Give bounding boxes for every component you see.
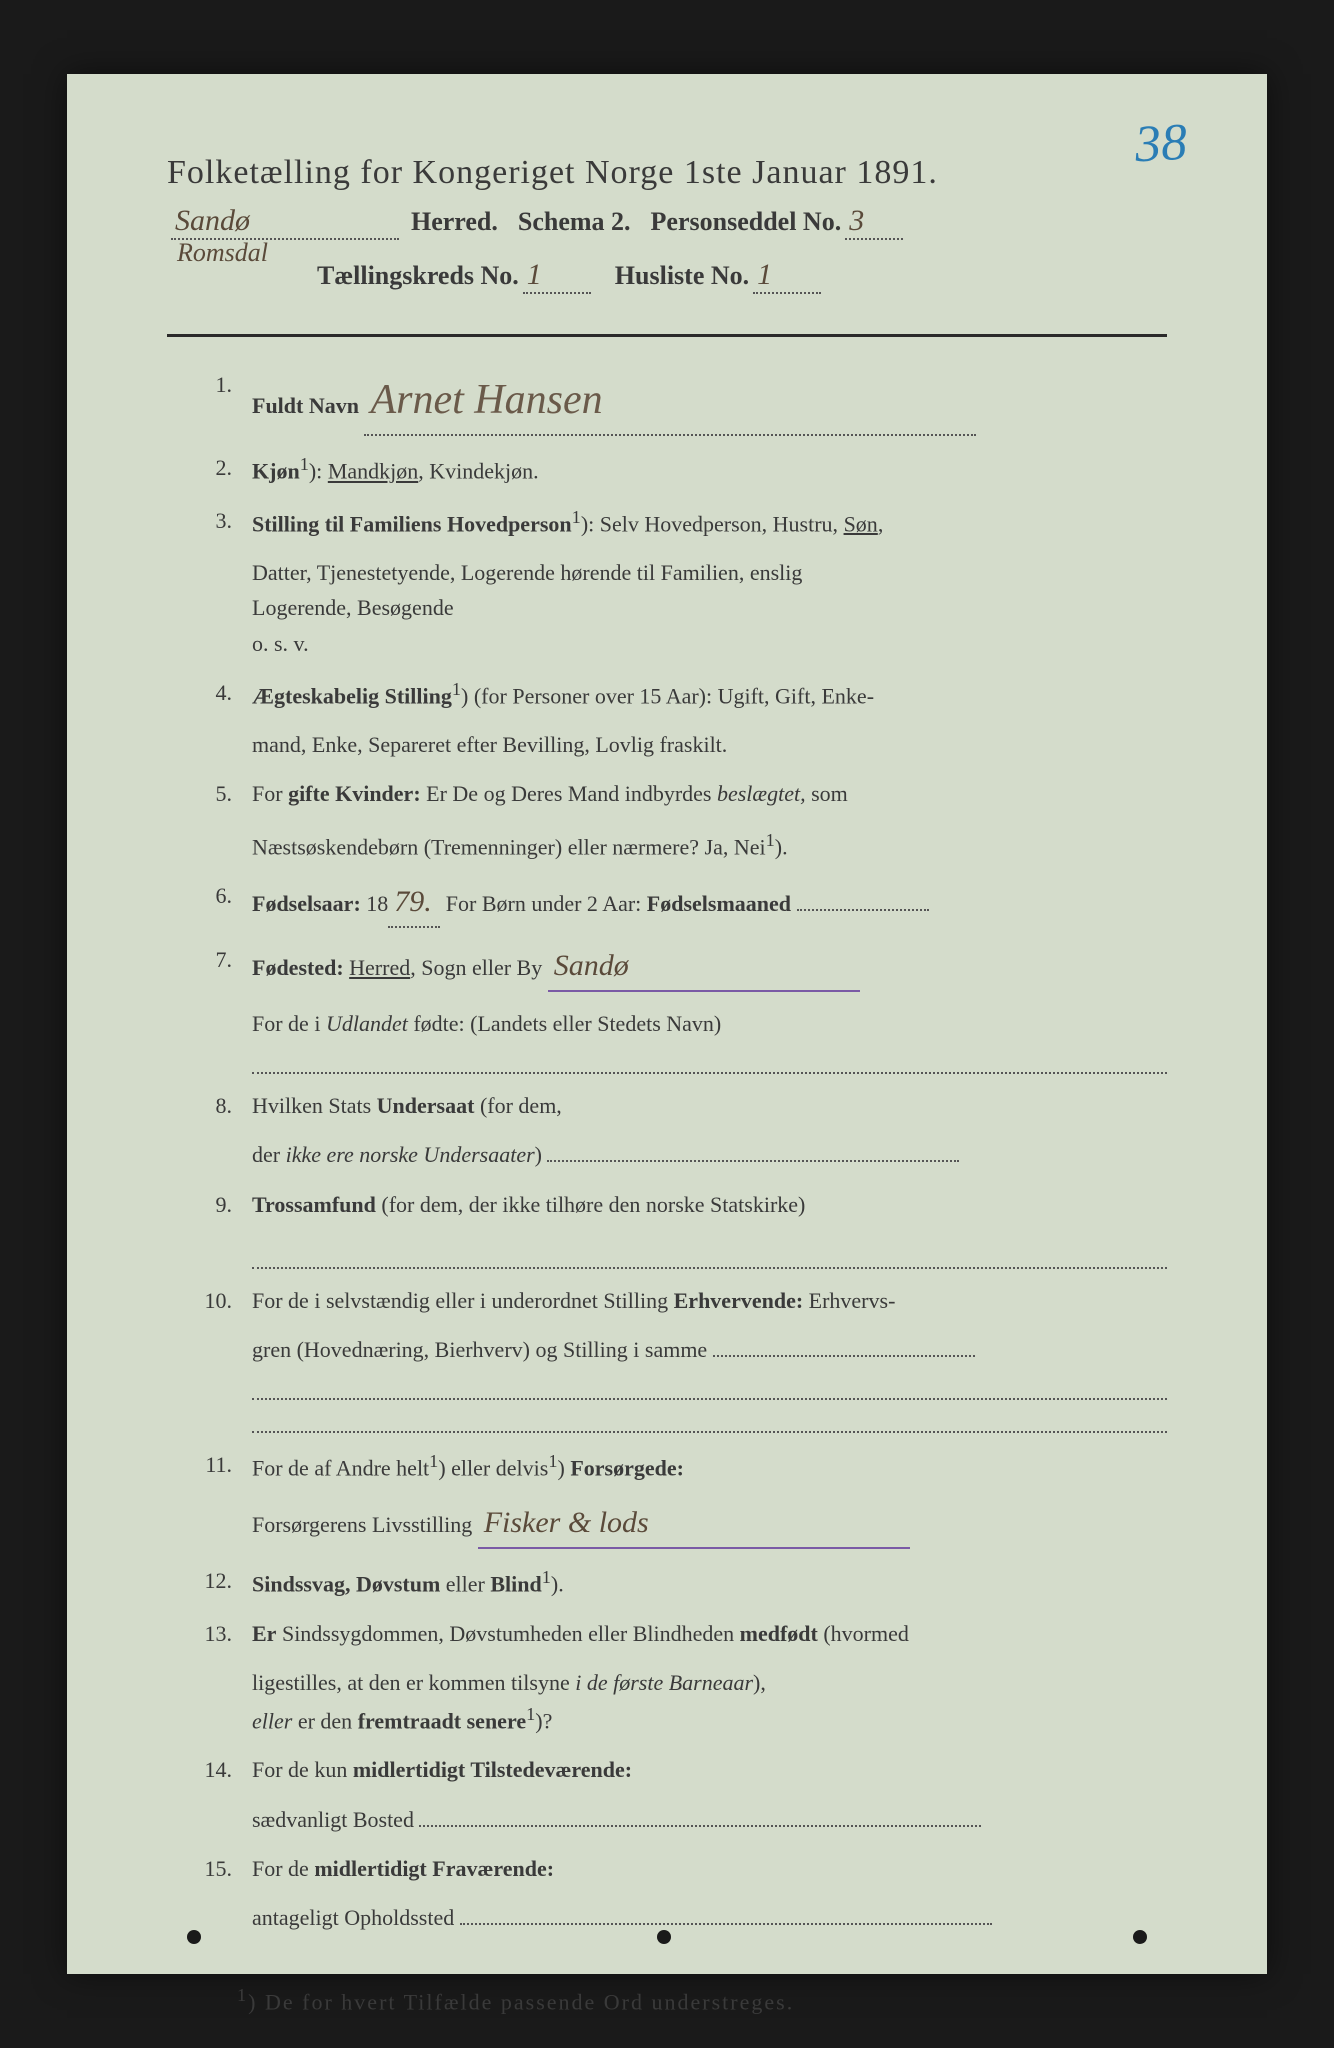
footnote: 1) De for hvert Tilfælde passende Ord un…: [177, 1985, 1167, 2015]
item-13-line2: ligestilles, at den er kommen tilsyne i …: [177, 1665, 1167, 1700]
divider: [167, 334, 1167, 337]
item-3-line2: Datter, Tjenestetyende, Logerende hørend…: [177, 555, 1167, 590]
herred-label: Herred.: [411, 207, 498, 237]
page-number: 38: [1133, 113, 1188, 175]
header-row-1: Sandø Romsdal Herred. Schema 2. Personse…: [167, 204, 1167, 240]
item-8-line2: der ikke ere norske Undersaater): [177, 1137, 1167, 1172]
form-body: 1. Fuldt Navn Arnet Hansen 2. Kjøn1): Ma…: [167, 367, 1167, 2016]
item-6: 6. Fødselsaar: 1879. For Børn under 2 Aa…: [177, 878, 1167, 928]
item-15: 15. For de midlertidigt Fraværende:: [177, 1851, 1167, 1886]
herred-annotation: Romsdal: [177, 238, 268, 268]
census-form-page: 38 Folketælling for Kongeriget Norge 1st…: [67, 74, 1267, 1974]
item-13-line3: eller er den fremtraadt senere1)?: [177, 1700, 1167, 1739]
item-7-label: Fødested:: [252, 955, 344, 980]
item-8: 8. Hvilken Stats Undersaat (for dem,: [177, 1088, 1167, 1123]
title: Folketælling for Kongeriget Norge 1ste J…: [167, 154, 1167, 192]
item-1-value: Arnet Hansen: [370, 377, 602, 423]
item-6-year: 79.: [394, 885, 432, 918]
personseddel-label: Personseddel No.: [651, 207, 842, 237]
item-13: 13. Er Sindssygdommen, Døvstumheden elle…: [177, 1616, 1167, 1651]
item-5-line2: Næstsøskendebørn (Tremenninger) eller næ…: [177, 826, 1167, 865]
schema-label: Schema 2.: [518, 207, 631, 237]
item-2-label: Kjøn: [252, 459, 300, 484]
item-7-value: Sandø: [554, 949, 629, 982]
item-4-label: Ægteskabelig Stilling: [252, 683, 452, 708]
item-10-blank2: [252, 1400, 1167, 1433]
husliste-no: 1: [757, 258, 772, 291]
item-4-line1: ) (for Personer over 15 Aar): Ugift, Gif…: [461, 683, 874, 708]
item-9: 9. Trossamfund (for dem, der ikke tilhør…: [177, 1187, 1167, 1222]
item-2-text: ): Mandkjøn, Kvindekjøn.: [309, 459, 539, 484]
item-7-blank: [252, 1041, 1167, 1074]
hole-left: [187, 1930, 201, 1944]
item-10: 10. For de i selvstændig eller i underor…: [177, 1283, 1167, 1318]
item-9-label: Trossamfund: [252, 1192, 376, 1217]
item-3-line4: o. s. v.: [177, 626, 1167, 661]
item-3-line3: Logerende, Besøgende: [177, 590, 1167, 625]
item-7-line2: For de i Udlandet fødte: (Landets eller …: [177, 1006, 1167, 1041]
item-11-value: Fisker & lods: [484, 1506, 649, 1539]
item-3: 3. Stilling til Familiens Hovedperson1):…: [177, 503, 1167, 542]
item-6-label: Fødselsaar:: [252, 891, 361, 916]
item-11: 11. For de af Andre helt1) eller delvis1…: [177, 1447, 1167, 1486]
item-14: 14. For de kun midlertidigt Tilstedevære…: [177, 1752, 1167, 1787]
hole-center: [657, 1930, 671, 1944]
item-4-line2: mand, Enke, Separeret efter Bevilling, L…: [177, 727, 1167, 762]
item-10-line2: gren (Hovednæring, Bierhverv) og Stillin…: [177, 1332, 1167, 1367]
item-5: 5. For gifte Kvinder: Er De og Deres Man…: [177, 776, 1167, 811]
item-10-blank: [252, 1367, 1167, 1400]
herred-name: Sandø: [175, 204, 250, 237]
item-9-blank: [252, 1236, 1167, 1269]
header-row-2: Tællingskreds No. 1 Husliste No. 1: [167, 258, 1167, 294]
item-14-line2: sædvanligt Bosted: [177, 1802, 1167, 1837]
item-12-label: Sindssvag, Døvstum: [252, 1571, 440, 1596]
item-12: 12. Sindssvag, Døvstum eller Blind1).: [177, 1563, 1167, 1602]
taellingskreds-no: 1: [527, 258, 542, 291]
item-2: 2. Kjøn1): Mandkjøn, Kvindekjøn.: [177, 450, 1167, 489]
item-1: 1. Fuldt Navn Arnet Hansen: [177, 367, 1167, 436]
item-3-label: Stilling til Familiens Hovedperson: [252, 511, 572, 536]
item-4: 4. Ægteskabelig Stilling1) (for Personer…: [177, 675, 1167, 714]
husliste-label: Husliste No.: [615, 261, 749, 291]
item-7: 7. Fødested: Herred, Sogn eller By Sandø: [177, 942, 1167, 992]
hole-right: [1133, 1930, 1147, 1944]
taellingskreds-label: Tællingskreds No.: [317, 261, 519, 291]
personseddel-no: 3: [849, 204, 864, 237]
item-1-label: Fuldt Navn: [252, 393, 359, 418]
item-11-line2: Forsørgerens Livsstilling Fisker & lods: [177, 1499, 1167, 1549]
item-15-line2: antageligt Opholdssted: [177, 1900, 1167, 1935]
